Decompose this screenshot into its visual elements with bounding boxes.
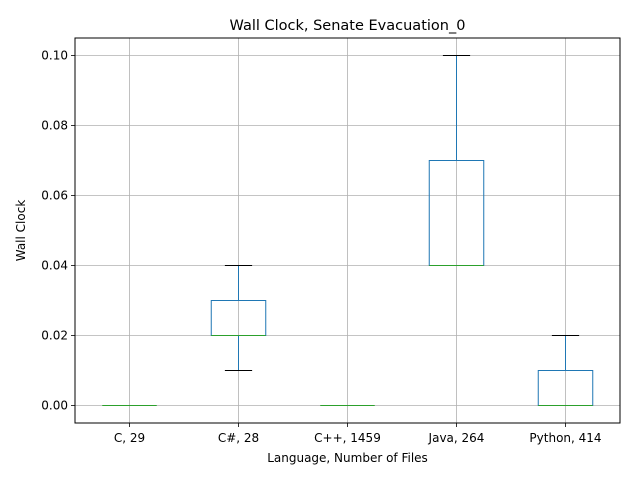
box-layer: [102, 55, 594, 406]
y-tick-label: 0.04: [41, 259, 68, 273]
x-axis-label: Language, Number of Files: [267, 451, 428, 465]
x-axis-ticks: C, 29 C#, 28 C++, 1459 Java, 264 Python, 414: [114, 423, 602, 445]
y-tick-label: 0.02: [41, 329, 68, 343]
x-tick-label: C++, 1459: [314, 431, 381, 445]
x-tick-label: Java, 264: [428, 431, 485, 445]
y-tick-label: 0.08: [41, 119, 68, 133]
y-tick-label: 0.00: [41, 399, 68, 413]
x-tick-label: C#, 28: [218, 431, 259, 445]
y-tick-label: 0.10: [41, 49, 68, 63]
chart-title: Wall Clock, Senate Evacuation_0: [230, 18, 466, 34]
x-tick-label: Python, 414: [529, 431, 601, 445]
box-group: [428, 55, 485, 266]
y-axis-ticks: 0.00 0.02 0.04 0.06 0.08 0.10: [41, 49, 75, 413]
y-axis-label: Wall Clock: [14, 200, 28, 262]
x-tick-label: C, 29: [114, 431, 145, 445]
grid-layer: [75, 38, 620, 423]
box-group: [537, 335, 594, 406]
box-group: [210, 265, 267, 371]
y-tick-label: 0.06: [41, 189, 68, 203]
